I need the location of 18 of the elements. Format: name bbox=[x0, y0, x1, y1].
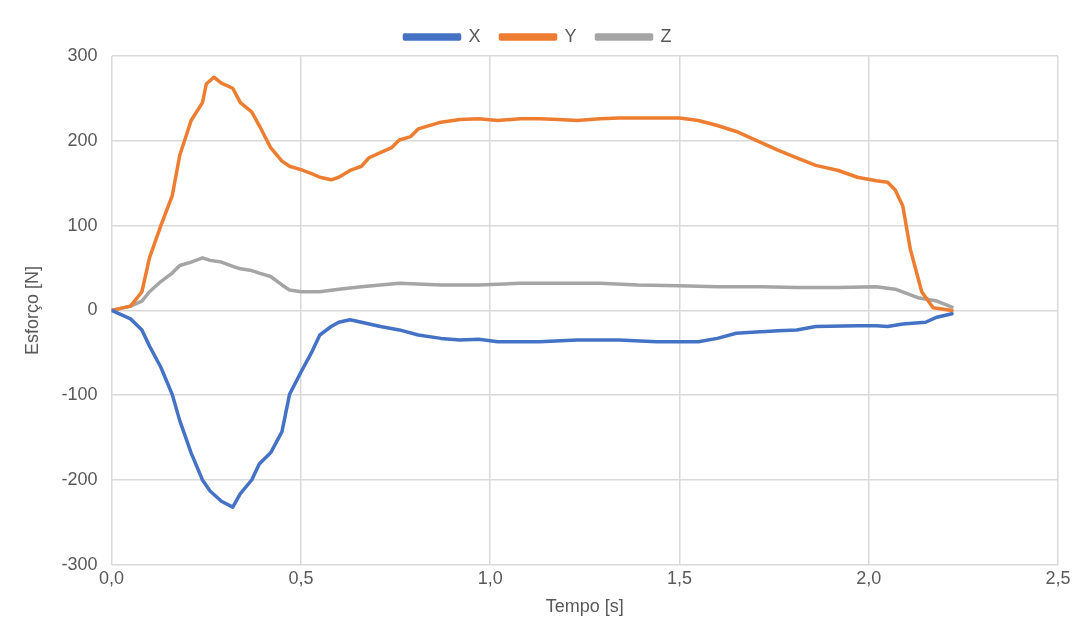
legend-label: Z bbox=[660, 25, 672, 46]
y-tick-label: 100 bbox=[67, 214, 98, 235]
y-tick-label: -100 bbox=[61, 384, 98, 405]
y-tick-label: 200 bbox=[67, 129, 98, 150]
legend-label: Y bbox=[564, 25, 577, 46]
legend-label: X bbox=[468, 25, 481, 46]
y-axis-title: Esforço [N] bbox=[21, 265, 42, 355]
y-tick-label: 0 bbox=[87, 299, 98, 320]
x-tick-label: 2,0 bbox=[856, 567, 882, 588]
y-tick-label: -200 bbox=[61, 468, 98, 489]
y-tick-label: 300 bbox=[67, 44, 98, 65]
y-tick-label: -300 bbox=[61, 553, 98, 574]
x-tick-label: 2,5 bbox=[1045, 567, 1071, 588]
x-tick-label: 0,5 bbox=[288, 567, 314, 588]
x-axis-title: Tempo [s] bbox=[545, 596, 624, 617]
x-tick-label: 1,0 bbox=[477, 567, 503, 588]
x-tick-label: 0,0 bbox=[99, 567, 125, 588]
x-tick-label: 1,5 bbox=[666, 567, 692, 588]
